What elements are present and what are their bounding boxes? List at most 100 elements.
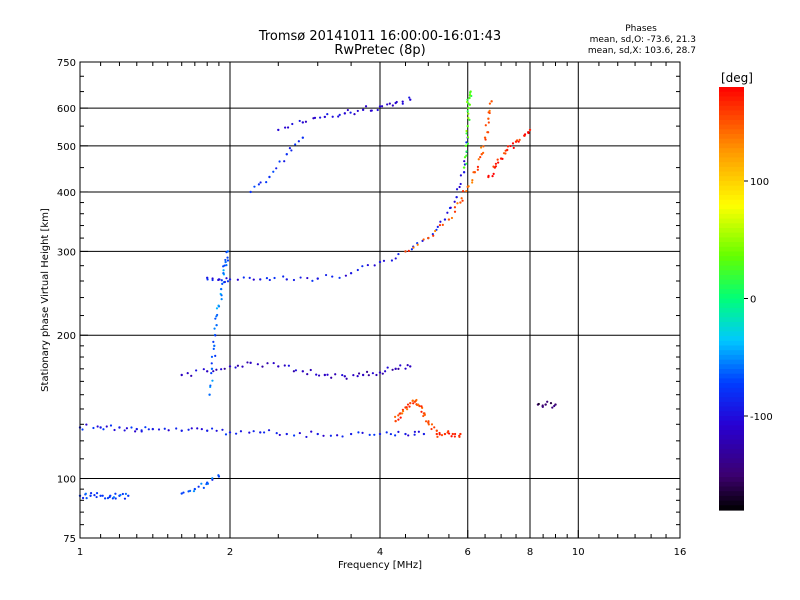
data-point xyxy=(469,90,472,93)
data-point xyxy=(234,432,238,435)
colorbar-band xyxy=(719,354,744,361)
data-point xyxy=(501,157,504,160)
data-point xyxy=(415,398,418,402)
data-point xyxy=(394,367,397,371)
data-point xyxy=(336,434,339,437)
data-point xyxy=(284,126,287,129)
data-point xyxy=(209,384,212,387)
data-point xyxy=(467,106,470,110)
data-point xyxy=(265,277,269,280)
data-point xyxy=(202,486,205,489)
data-point xyxy=(458,435,461,439)
data-point xyxy=(315,373,318,376)
data-point xyxy=(465,162,468,165)
colorbar-band xyxy=(719,289,744,295)
data-point xyxy=(134,430,137,433)
data-point xyxy=(338,113,341,116)
data-point xyxy=(463,156,467,159)
data-point xyxy=(200,482,203,485)
data-point xyxy=(202,368,205,371)
y-tick-label: 200 xyxy=(57,331,76,342)
data-point xyxy=(468,118,471,121)
data-point xyxy=(215,323,218,327)
data-point xyxy=(435,432,438,436)
data-point xyxy=(509,144,512,148)
data-point xyxy=(467,112,470,115)
colorbar-band xyxy=(719,284,744,290)
data-point xyxy=(311,279,314,282)
data-point xyxy=(147,428,150,431)
data-point xyxy=(378,105,382,108)
data-point xyxy=(394,415,397,418)
data-point xyxy=(461,189,465,193)
data-point xyxy=(484,138,487,141)
data-point xyxy=(99,426,102,429)
data-point xyxy=(211,477,214,480)
data-point xyxy=(323,373,327,377)
data-point xyxy=(413,433,416,436)
colorbar-band xyxy=(719,105,744,112)
data-point xyxy=(283,160,286,163)
data-point xyxy=(337,115,340,118)
x-tick-label: 16 xyxy=(674,547,687,558)
data-point xyxy=(378,371,382,374)
data-point xyxy=(447,218,451,221)
data-point xyxy=(357,372,361,375)
colorbar-tick-label: 100 xyxy=(750,177,769,188)
colorbar-band xyxy=(719,340,744,347)
data-point xyxy=(190,427,193,430)
x-tick-label: 8 xyxy=(527,547,533,558)
data-point xyxy=(473,171,477,174)
colorbar-band xyxy=(719,439,744,445)
data-point xyxy=(462,171,466,174)
colorbar-band xyxy=(719,190,744,196)
colorbar-band xyxy=(719,218,744,224)
data-point xyxy=(214,354,217,357)
data-point xyxy=(465,154,468,157)
colorbar-band xyxy=(719,307,744,314)
data-point xyxy=(205,429,209,432)
data-point xyxy=(408,96,411,99)
data-point xyxy=(385,431,388,434)
colorbar-band xyxy=(719,401,744,408)
x-tick-label: 1 xyxy=(77,547,83,558)
data-point xyxy=(272,170,275,173)
data-point xyxy=(210,427,214,430)
data-point xyxy=(266,362,269,365)
chart-title: Tromsø 20141011 16:00:00-16:01:43 xyxy=(258,29,501,44)
colorbar-band xyxy=(719,467,744,473)
data-point xyxy=(373,433,376,436)
data-point xyxy=(151,427,155,431)
data-point xyxy=(124,492,127,496)
data-point xyxy=(447,432,451,435)
data-point xyxy=(427,236,430,240)
data-point xyxy=(210,355,214,358)
data-point xyxy=(468,93,472,96)
data-point xyxy=(443,218,447,221)
x-axis-label: Frequency [MHz] xyxy=(338,560,422,571)
colorbar-band xyxy=(719,392,744,398)
data-point xyxy=(89,492,93,495)
data-point xyxy=(459,201,462,204)
data-point xyxy=(356,109,359,113)
data-point xyxy=(228,431,232,434)
data-point xyxy=(466,136,470,139)
data-point xyxy=(236,364,240,367)
data-point xyxy=(310,430,313,433)
data-point xyxy=(96,425,99,428)
colorbar-band xyxy=(719,246,744,253)
colorbar-band xyxy=(719,195,744,201)
data-point xyxy=(453,210,457,213)
data-point xyxy=(378,432,382,436)
x-tick-label: 10 xyxy=(572,547,585,558)
data-point xyxy=(242,276,245,279)
data-point xyxy=(375,373,378,377)
data-point xyxy=(294,143,297,146)
y-tick-label: 75 xyxy=(63,534,76,545)
data-point xyxy=(305,435,308,439)
data-point xyxy=(92,426,95,430)
data-point xyxy=(484,124,487,127)
data-point xyxy=(502,152,506,155)
colorbar-band xyxy=(719,397,744,403)
data-point xyxy=(222,272,225,275)
